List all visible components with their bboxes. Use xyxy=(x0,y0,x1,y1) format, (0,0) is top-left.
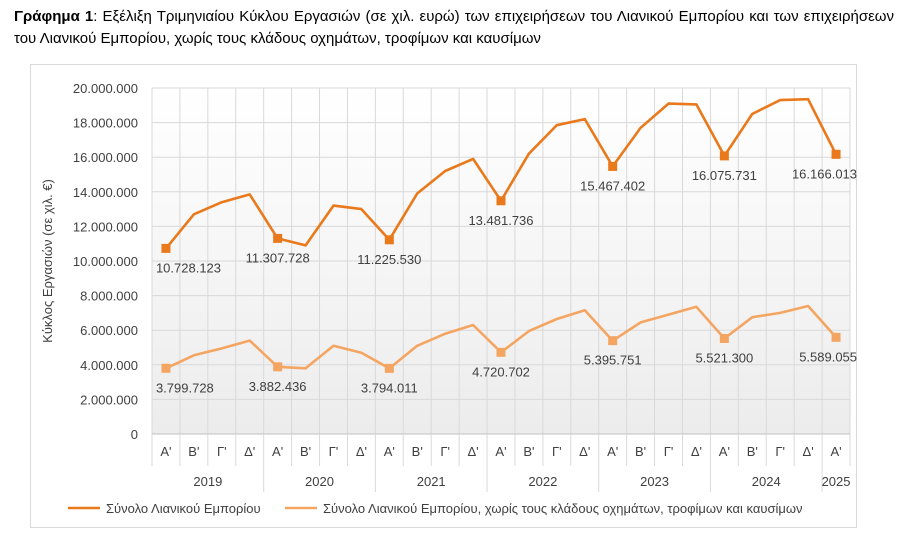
y-tick-label: 4.000.000 xyxy=(80,358,138,373)
x-quarter-label: Β' xyxy=(300,444,311,459)
y-tick-label: 0 xyxy=(131,427,138,442)
x-quarter-label: Δ' xyxy=(579,444,590,459)
y-tick-label: 14.000.000 xyxy=(73,185,138,200)
caption-text: : Εξέλιξη Τριμηνιαίου Κύκλου Εργασιών (σ… xyxy=(14,8,894,47)
x-quarter-label: Β' xyxy=(412,444,423,459)
y-axis: 0 2.000.000 4.000.000 6.000.000 8.000.000 10.… xyxy=(73,81,138,442)
series-2-marker xyxy=(608,336,618,346)
series-1-marker xyxy=(496,196,506,206)
series-2-marker xyxy=(273,362,283,372)
x-quarter-label: Β' xyxy=(747,444,758,459)
series-2-marker xyxy=(161,363,171,373)
x-quarter-label: Α' xyxy=(719,444,730,459)
x-year-label: 2023 xyxy=(640,474,669,489)
x-quarter-label: Α' xyxy=(607,444,618,459)
x-year-label: 2022 xyxy=(528,474,557,489)
series-2-data-label: 5.589.055 xyxy=(799,349,857,364)
series-1-marker xyxy=(719,151,729,161)
series-2-marker xyxy=(831,332,841,342)
x-quarter-label: Γ' xyxy=(329,444,339,459)
series-1-data-label: 16.166.013 xyxy=(792,166,857,181)
y-tick-label: 16.000.000 xyxy=(73,150,138,165)
x-quarter-label: Γ' xyxy=(217,444,227,459)
y-tick-label: 20.000.000 xyxy=(73,81,138,96)
y-tick-label: 8.000.000 xyxy=(80,289,138,304)
x-quarter-label: Γ' xyxy=(775,444,785,459)
series-1-marker xyxy=(273,233,283,243)
y-axis-label: Κύκλος Εργασιών (σε χιλ. €) xyxy=(40,179,55,343)
x-year-label: 2025 xyxy=(822,474,851,489)
x-quarter-label: Δ' xyxy=(356,444,367,459)
legend-entry-2: Σύνολο Λιανικού Εμπορίου, χωρίς τους κλά… xyxy=(323,501,803,516)
x-quarter-label: Α' xyxy=(495,444,506,459)
y-tick-label: 18.000.000 xyxy=(73,116,138,131)
x-quarter-label: Β' xyxy=(523,444,534,459)
series-2-data-label: 5.521.300 xyxy=(695,350,753,365)
x-quarter-label: Γ' xyxy=(552,444,562,459)
series-1-marker xyxy=(161,243,171,253)
y-tick-label: 6.000.000 xyxy=(80,323,138,338)
y-tick-label: 12.000.000 xyxy=(73,219,138,234)
x-axis: Α' Β' Γ' Δ' Α' Β' Γ' Δ' Α' Β' Γ' Δ' Α' Β' Γ' Δ' Α' Β' Γ' Δ'… xyxy=(151,433,851,492)
series-1-data-label: 16.075.731 xyxy=(692,168,757,183)
legend-entry-1: Σύνολο Λιανικού Εμπορίου xyxy=(106,501,261,516)
caption-label: Γράφημα 1 xyxy=(14,8,94,25)
series-1-marker xyxy=(384,235,394,245)
series-1-data-label: 13.481.736 xyxy=(468,213,533,228)
series-layer: 10.728.123 11.307.728 11.225.530 13.481.736… xyxy=(156,97,857,395)
x-quarter-label: Α' xyxy=(384,444,395,459)
x-quarter-label: Δ' xyxy=(803,444,814,459)
series-1-marker xyxy=(831,149,841,159)
x-quarter-label: Α' xyxy=(830,444,841,459)
x-quarter-label: Γ' xyxy=(664,444,674,459)
series-2-data-label: 3.799.728 xyxy=(156,380,214,395)
series-1-data-label: 11.225.530 xyxy=(357,252,421,267)
figure-caption: Γράφημα 1: Εξέλιξη Τριμηνιαίου Κύκλου Ερ… xyxy=(14,6,894,50)
x-quarter-label: Δ' xyxy=(467,444,478,459)
series-2-data-label: 5.395.751 xyxy=(584,353,642,368)
x-year-label: 2021 xyxy=(417,474,446,489)
gridlines xyxy=(151,87,851,434)
x-quarter-label: Α' xyxy=(272,444,283,459)
x-quarter-label: Γ' xyxy=(440,444,450,459)
y-tick-label: 10.000.000 xyxy=(73,254,138,269)
x-year-label: 2019 xyxy=(193,474,222,489)
legend: Σύνολο Λιανικού Εμπορίου Σύνολο Λιανικού … xyxy=(68,501,803,516)
series-2-marker xyxy=(496,347,506,357)
x-quarter-label: Δ' xyxy=(244,444,255,459)
x-quarter-label: Δ' xyxy=(691,444,702,459)
series-2-data-label: 4.720.702 xyxy=(472,364,530,379)
series-2-marker xyxy=(384,363,394,373)
series-1-data-label: 10.728.123 xyxy=(156,260,221,275)
x-year-label: 2024 xyxy=(752,474,781,489)
x-quarter-label: Α' xyxy=(160,444,171,459)
series-1-data-label: 15.467.402 xyxy=(580,178,645,193)
y-tick-label: 2.000.000 xyxy=(80,392,138,407)
series-1-data-label: 11.307.728 xyxy=(246,250,310,265)
x-year-label: 2020 xyxy=(305,474,334,489)
series-1-marker xyxy=(608,161,618,171)
series-2-marker xyxy=(719,333,729,343)
series-2-data-label: 3.794.011 xyxy=(361,380,418,395)
x-quarter-label: Β' xyxy=(635,444,646,459)
series-2-data-label: 3.882.436 xyxy=(249,379,307,394)
x-quarter-label: Β' xyxy=(188,444,199,459)
